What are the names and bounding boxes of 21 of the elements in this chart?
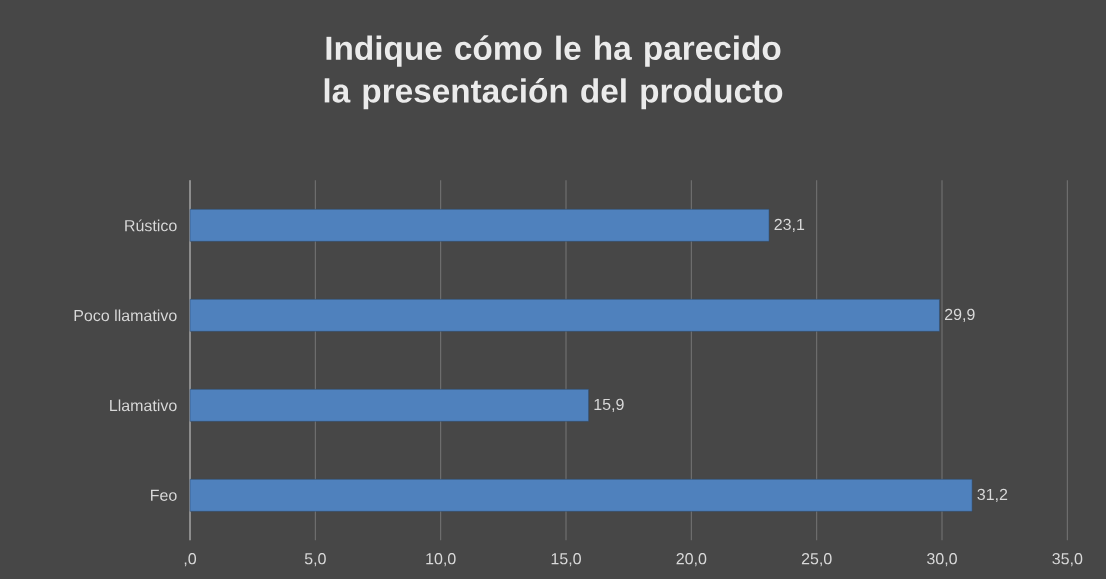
y-tick-label: Poco llamativo <box>74 309 177 322</box>
x-tick-label: 20,0 <box>676 553 707 567</box>
y-tick-label: Llamativo <box>110 399 177 412</box>
data-label: 29,9 <box>945 308 975 322</box>
bar <box>189 479 973 512</box>
chart-title: Indique cómo le ha parecido la presentación del producto <box>324 35 783 110</box>
x-tick-label: 30,0 <box>927 553 957 567</box>
x-tick-label: 25,0 <box>801 553 832 567</box>
x-tick-label: 5,0 <box>304 553 326 567</box>
x-tick-label: 10,0 <box>426 553 456 567</box>
x-tick-label: 35,0 <box>1052 553 1083 567</box>
y-tick-label: Feo <box>151 489 177 501</box>
data-label: 31,2 <box>977 488 1008 502</box>
data-label: 15,9 <box>594 398 624 412</box>
bar <box>189 389 589 422</box>
data-label: 23,1 <box>774 218 805 232</box>
x-tick-label: ,0 <box>184 553 197 567</box>
bar <box>189 299 940 332</box>
y-tick-label: Rústico <box>125 219 177 232</box>
bar <box>189 209 770 242</box>
x-tick-label: 15,0 <box>551 553 581 567</box>
